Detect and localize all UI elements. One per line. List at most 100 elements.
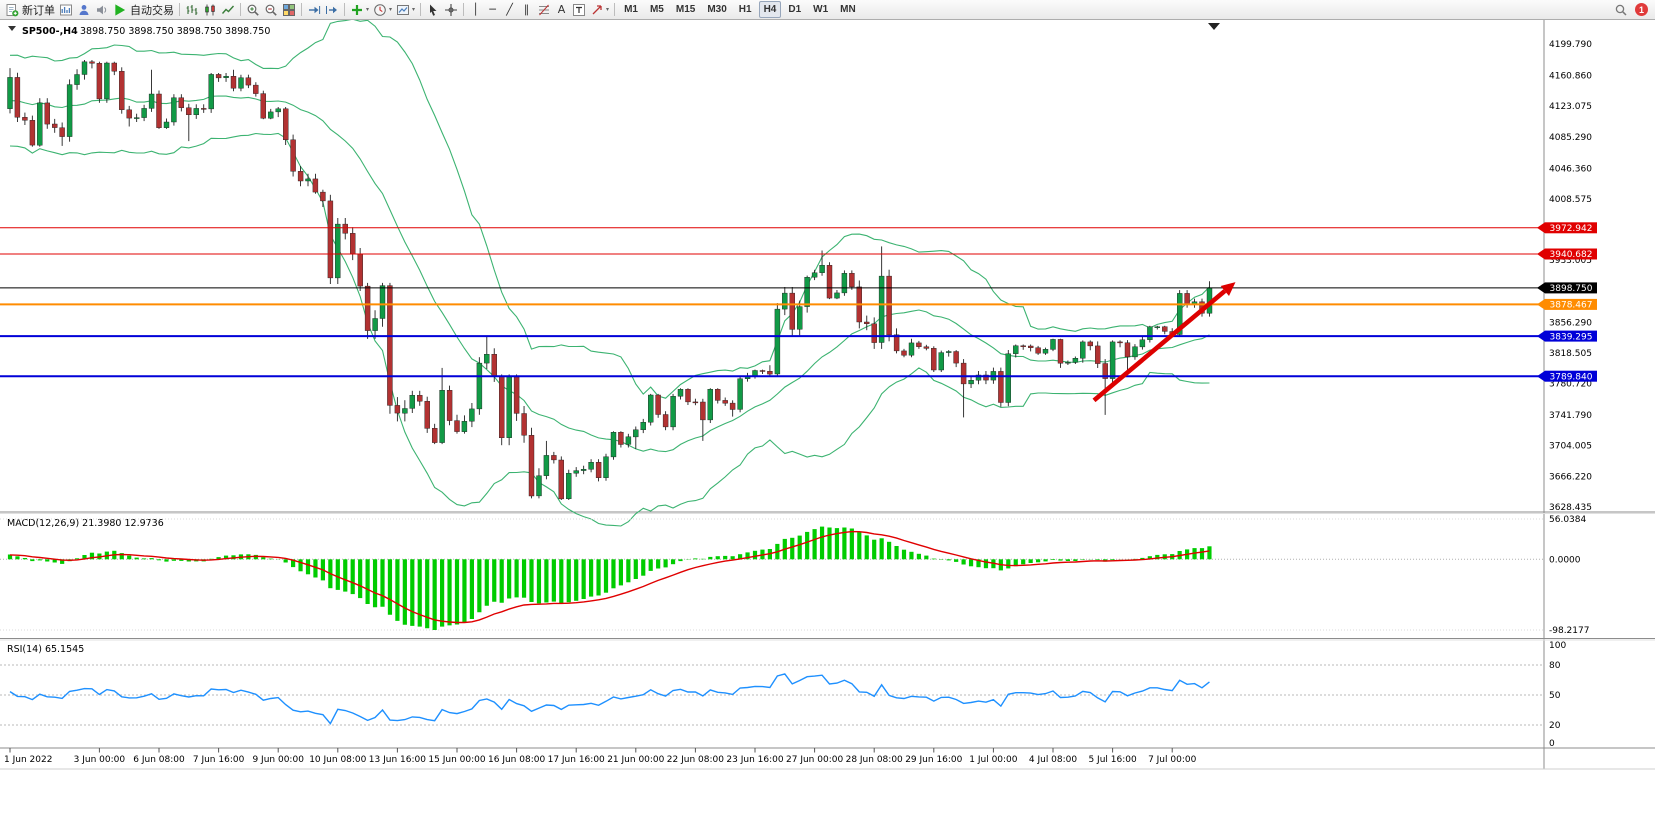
macd-axis-tick: 0.0000: [1549, 555, 1581, 565]
x-axis-label: 28 Jun 08:00: [846, 755, 903, 765]
y-axis-tick: 3856.290: [1549, 318, 1592, 328]
market-watch-button[interactable]: [57, 1, 75, 18]
search-icon: [1614, 3, 1628, 17]
text-label-tool-button[interactable]: [570, 1, 588, 18]
auto-scroll-button[interactable]: [305, 1, 323, 18]
y-axis-tick: 4008.575: [1549, 195, 1592, 205]
fibonacci-tool-icon: [537, 3, 551, 17]
bar-chart-icon: [185, 3, 199, 17]
chart-ohlc-readout: 3898.750 3898.750 3898.750 3898.750: [80, 26, 270, 37]
tile-windows-icon: [282, 3, 296, 17]
notification-badge[interactable]: 1: [1635, 3, 1648, 16]
period-selector-button[interactable]: ▾: [371, 1, 394, 18]
zoom-in-icon: [246, 3, 260, 17]
timeframe-mn-button[interactable]: MN: [840, 4, 856, 15]
toolbar-separator: [614, 3, 616, 16]
macd-axis-tick: -98.2177: [1549, 626, 1589, 636]
arrows-tool-icon: [590, 3, 604, 17]
x-axis-label: 10 Jun 08:00: [309, 755, 366, 765]
timeframe-d1-button[interactable]: D1: [788, 4, 802, 15]
dropdown-arrow-icon: ▾: [606, 7, 610, 13]
x-axis-label: 3 Jun 00:00: [74, 755, 126, 765]
price-level-badge[interactable]: 3839.295: [1550, 332, 1593, 342]
timeframe-h1-button[interactable]: H1: [738, 4, 752, 15]
timeframe-m5-button[interactable]: M5: [649, 4, 664, 15]
chart-search-button[interactable]: [1612, 1, 1630, 18]
cursor-tool-button[interactable]: [424, 1, 442, 18]
price-level-badge[interactable]: 3898.750: [1550, 284, 1593, 294]
fibonacci-tool-button[interactable]: [535, 1, 553, 18]
y-axis-tick: 4160.860: [1549, 72, 1592, 82]
price-level-badge[interactable]: 3878.467: [1550, 301, 1593, 311]
bar-chart-button[interactable]: [183, 1, 201, 18]
y-axis-tick: 3780.720: [1549, 380, 1592, 390]
candlestick-chart-icon: [203, 3, 217, 17]
auto-trading-icon: [113, 3, 127, 17]
template-button[interactable]: ▾: [394, 1, 417, 18]
auto-scroll-icon: [307, 3, 321, 17]
candlestick-chart-button[interactable]: [201, 1, 219, 18]
y-axis-tick: 3628.435: [1549, 503, 1592, 513]
sound-alerts-icon: [95, 3, 109, 17]
crosshair-tool-button[interactable]: [442, 1, 460, 18]
toolbar-separator: [240, 3, 241, 16]
timeframe-m15-button[interactable]: M15: [675, 4, 696, 15]
chart-shift-icon: [325, 3, 339, 17]
timeframe-m30-button[interactable]: M30: [707, 4, 727, 15]
zoom-out-button[interactable]: [262, 1, 280, 18]
chart-shift-button[interactable]: [323, 1, 341, 18]
trendline-tool-icon: ╱: [506, 3, 513, 16]
auto-trading-label: 自动交易: [130, 4, 174, 17]
toolbar-separator: [301, 3, 302, 16]
y-axis-tick: 3818.505: [1549, 349, 1592, 359]
rsi-axis-tick: 20: [1549, 721, 1561, 731]
y-axis-tick: 3704.005: [1549, 442, 1592, 452]
price-level-badge[interactable]: 3940.682: [1550, 250, 1593, 260]
dropdown-arrow-icon: ▾: [389, 7, 393, 13]
macd-panel: 56.0384 0.0000 -98.2177: [0, 515, 1589, 636]
horizontal-line-tool-button[interactable]: ─: [484, 1, 501, 18]
one-click-trading-arrow[interactable]: [8, 26, 16, 31]
price-level-badge[interactable]: 3972.942: [1550, 224, 1593, 234]
trend-arrow[interactable]: [1092, 282, 1236, 403]
channel-tool-icon: ∥: [523, 3, 530, 16]
toolbar-separator: [463, 3, 465, 16]
y-axis-tick: 4085.290: [1549, 133, 1592, 143]
bollinger-bands-layer: [9, 18, 1210, 527]
rsi-axis-tick: 100: [1549, 641, 1566, 651]
rsi-label: RSI(14) 65.1545: [7, 644, 84, 655]
price-level-badge[interactable]: 3789.840: [1550, 372, 1593, 382]
new-order-button[interactable]: 新订单: [3, 1, 57, 18]
auto-trading-button[interactable]: 自动交易: [111, 1, 176, 18]
x-axis-label: 17 Jun 16:00: [548, 755, 605, 765]
vertical-line-tool-button[interactable]: │: [467, 1, 484, 18]
channel-tool-button[interactable]: ∥: [518, 1, 535, 18]
line-chart-button[interactable]: [219, 1, 237, 18]
y-axis-tick: 3933.005: [1549, 256, 1592, 266]
zoom-in-button[interactable]: [244, 1, 262, 18]
timeframe-h4-button[interactable]: H4: [758, 1, 782, 18]
y-axis-tick: 3666.220: [1549, 472, 1592, 482]
x-axis-label: 1 Jul 00:00: [969, 755, 1018, 765]
template-icon: [396, 3, 410, 17]
profiles-button[interactable]: [75, 1, 93, 18]
tile-windows-button[interactable]: [280, 1, 298, 18]
price-levels-layer[interactable]: [0, 227, 1543, 378]
add-indicator-button[interactable]: ▾: [348, 1, 371, 18]
timeframe-w1-button[interactable]: W1: [813, 4, 829, 15]
text-tool-button[interactable]: A: [553, 1, 570, 18]
price-level-badges[interactable]: 3972.942 3940.682 3898.750 3878.467 3839.295…: [1537, 222, 1597, 382]
rsi-panel: 100 80 50 20 0: [0, 641, 1566, 749]
chart-shift-marker[interactable]: [1208, 23, 1220, 30]
sound-alerts-button[interactable]: [93, 1, 111, 18]
trendline-tool-button[interactable]: ╱: [501, 1, 518, 18]
time-axis[interactable]: 1 Jun 2022 3 Jun 00:00 6 Jun 08:00 7 Jun 16…: [4, 748, 1197, 765]
timeframe-m1-button[interactable]: M1: [624, 4, 638, 15]
x-axis-label: 6 Jun 08:00: [133, 755, 185, 765]
candles-layer: [7, 60, 1213, 500]
x-axis-label: 7 Jul 00:00: [1148, 755, 1197, 765]
arrows-tool-button[interactable]: ▾: [588, 1, 611, 18]
y-axis-tick: 4199.790: [1549, 40, 1592, 50]
price-axis[interactable]: 4199.790 4160.860 4123.075 4085.290 4046.360…: [1549, 40, 1592, 513]
